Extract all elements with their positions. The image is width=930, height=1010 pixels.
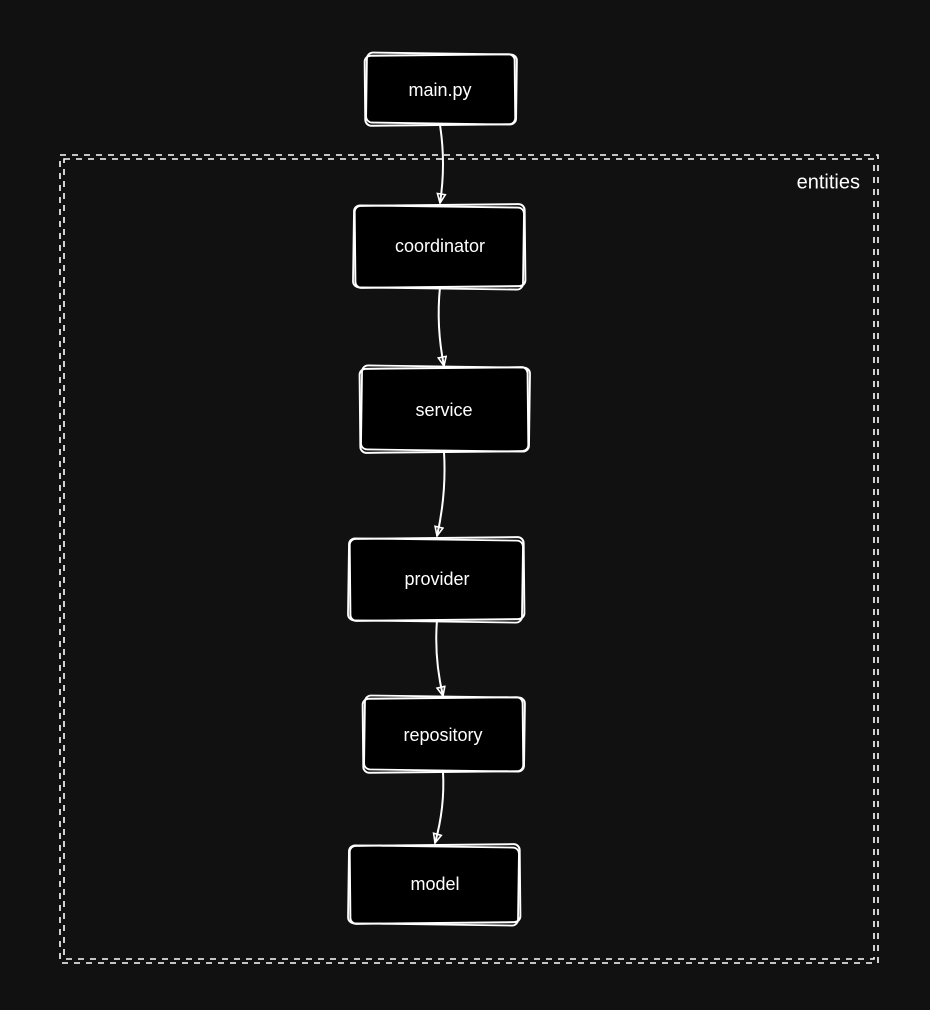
node-service: service [360, 365, 531, 453]
node-label-service: service [415, 400, 472, 420]
node-label-coordinator: coordinator [395, 236, 485, 256]
container-label-entities: entities [797, 172, 860, 194]
node-main: main.py [365, 52, 517, 125]
node-provider: provider [348, 537, 525, 623]
node-label-provider: provider [404, 569, 469, 589]
node-coordinator: coordinator [353, 204, 526, 290]
node-label-model: model [410, 874, 459, 894]
node-label-repository: repository [403, 725, 482, 745]
node-label-main: main.py [408, 80, 471, 100]
node-repository: repository [363, 695, 525, 772]
node-model: model [348, 844, 520, 926]
